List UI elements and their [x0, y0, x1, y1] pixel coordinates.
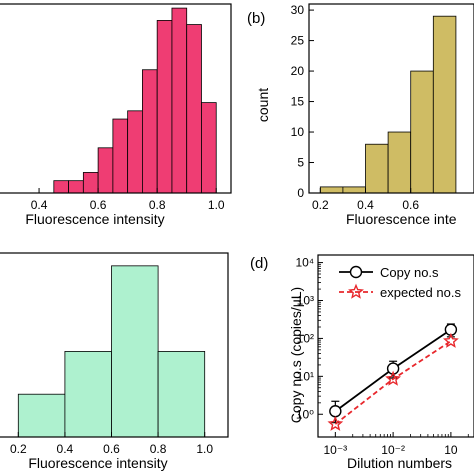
panel-d-ticks: 10⁻³ 10⁻² 10 10⁰ 10¹ 10² 10³ 10⁴ — [295, 256, 469, 457]
x-tick-label: 0.8 — [149, 198, 166, 212]
panel-b: 0.2 0.4 0.6 0 5 10 15 20 25 30 (b) count Fluoresc… — [247, 3, 474, 227]
panel-a-bars — [53, 7, 217, 194]
circle-marker — [329, 405, 342, 418]
panel-d-axes-frame — [317, 254, 474, 438]
histogram-bar — [68, 180, 84, 194]
y-tick-label: 10 — [291, 125, 305, 139]
histogram-bar — [82, 172, 99, 194]
histogram-bar — [342, 186, 366, 194]
x-tick-label: 10⁻³ — [323, 443, 347, 457]
histogram-bar — [157, 351, 206, 438]
y-tick-label: 30 — [291, 3, 305, 17]
series-line — [334, 340, 452, 425]
panel-c-bars — [17, 265, 206, 438]
legend-label: Copy no.s — [380, 265, 439, 280]
y-tick-label: 5 — [297, 156, 304, 170]
y-tick-label: 20 — [291, 64, 305, 78]
x-tick-label: 0.8 — [150, 442, 167, 456]
panel-a-x-axis-label: Fluorescence intensity — [25, 211, 164, 227]
x-tick-label: 0.6 — [90, 198, 107, 212]
histogram-bar — [111, 265, 159, 438]
x-tick-label: 0.2 — [10, 442, 27, 456]
star-marker — [442, 332, 459, 348]
x-tick-label: 10 — [444, 443, 458, 457]
y-tick-label: 10⁰ — [296, 407, 314, 421]
panel-d-legend: Copy no.s expected no.s — [339, 265, 461, 300]
panel-c-ticks: 0.2 0.4 0.6 0.8 1.0 — [10, 432, 213, 456]
histogram-bar — [319, 186, 344, 194]
panel-d-y-axis-label: Copy no.s (copies/μL) — [288, 287, 304, 423]
histogram-bar — [201, 102, 217, 194]
histogram-bar — [17, 393, 66, 438]
histogram-bar — [112, 118, 129, 194]
star-marker — [385, 370, 402, 386]
legend-circle-marker — [349, 265, 363, 279]
panel-b-ticks: 0.2 0.4 0.6 0 5 10 15 20 25 30 — [291, 3, 420, 212]
histogram-bar — [127, 110, 143, 194]
star-marker — [348, 283, 364, 299]
panel-d-x-axis-label: Dilution numbers — [347, 455, 452, 471]
x-tick-label: 0.6 — [402, 198, 419, 212]
histogram-bar — [156, 20, 173, 194]
histogram-bar — [186, 24, 202, 194]
panel-d-label: (d) — [250, 255, 268, 272]
panel-b-label: (b) — [247, 10, 265, 27]
x-tick-label: 1.0 — [208, 198, 225, 212]
y-tick-label: 15 — [291, 95, 305, 109]
x-tick-label: 0.4 — [31, 198, 48, 212]
histogram-bar — [97, 147, 114, 194]
histogram-bar — [53, 180, 69, 194]
panel-b-axes-frame — [308, 3, 474, 194]
panel-a-ticks: 0.4 0.6 0.8 1.0 — [31, 188, 225, 212]
x-tick-label: 0.6 — [103, 442, 120, 456]
y-tick-label: 10¹ — [297, 369, 314, 383]
x-tick-label: 10⁻² — [381, 443, 405, 457]
star-marker — [327, 415, 344, 431]
panel-a-axes-frame — [0, 3, 232, 194]
histogram-bar — [432, 15, 457, 194]
panel-c-x-axis-label: Fluorescence intensity — [28, 455, 167, 471]
x-tick-label: 0.2 — [312, 198, 329, 212]
y-tick-label: 10³ — [297, 294, 314, 308]
y-tick-label: 10⁴ — [295, 256, 314, 270]
histogram-bar — [142, 69, 158, 194]
panel-d: 10⁻³ 10⁻² 10 10⁰ 10¹ 10² 10³ 10⁴ Copy no.s expec… — [250, 254, 474, 471]
panel-b-bars — [319, 15, 457, 194]
histogram-bar — [387, 131, 412, 194]
panel-d-series — [327, 323, 459, 431]
legend-label: expected no.s — [380, 285, 461, 300]
panel-a: 0.4 0.6 0.8 1.0 Fluorescence intensity — [0, 3, 232, 227]
x-tick-label: 0.4 — [57, 442, 74, 456]
panel-c: 0.2 0.4 0.6 0.8 1.0 Fluorescence intensity — [0, 252, 229, 471]
panel-b-y-axis-label: count — [255, 88, 271, 122]
panel-b-x-axis-label: Fluorescence inte — [346, 211, 457, 227]
x-tick-label: 0.4 — [357, 198, 374, 212]
y-tick-label: 0 — [297, 186, 304, 200]
y-tick-label: 25 — [291, 34, 305, 48]
histogram-bar — [410, 70, 434, 194]
histogram-bar — [64, 351, 112, 438]
y-tick-label: 10² — [297, 331, 314, 345]
histogram-bar — [171, 7, 188, 194]
x-tick-label: 1.0 — [196, 442, 213, 456]
histogram-bar — [365, 143, 389, 194]
